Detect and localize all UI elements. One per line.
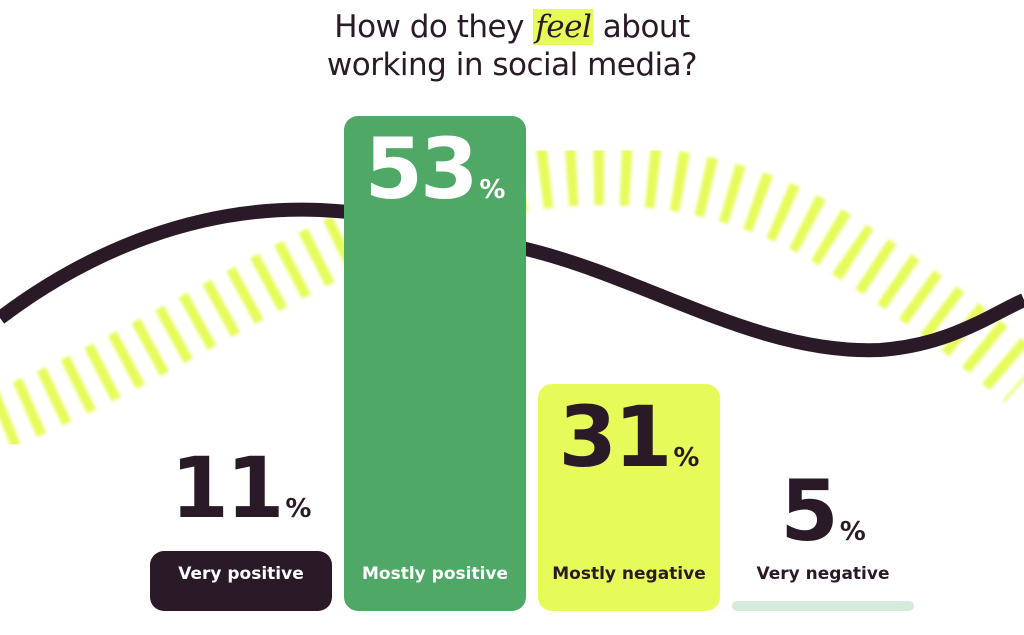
- bar-value: 53%: [344, 120, 526, 218]
- title-text: How do they: [334, 9, 534, 45]
- value-unit: %: [479, 175, 506, 205]
- bar-value: 31%: [538, 388, 720, 486]
- bar-very-positive: [150, 551, 332, 611]
- value-number: 5: [780, 462, 838, 560]
- value-number: 53: [364, 120, 479, 218]
- dark-wave-line: [0, 202, 1024, 358]
- bar-label: Very positive: [178, 564, 304, 584]
- bar-value: 11%: [150, 439, 332, 537]
- bar-label: Mostly negative: [552, 564, 706, 584]
- bar-mostly-positive: [344, 116, 526, 611]
- value-unit: %: [839, 517, 866, 547]
- value-unit: %: [285, 494, 312, 524]
- title-highlight: feel: [533, 9, 594, 45]
- value-unit: %: [673, 443, 700, 473]
- bar-value: 5%: [732, 462, 914, 560]
- chart-title: How do they feel about working in social…: [0, 8, 1024, 84]
- bar-very-negative: [732, 601, 914, 611]
- value-number: 11: [170, 439, 285, 537]
- bar-label: Very negative: [756, 564, 890, 584]
- bar-label: Mostly positive: [361, 564, 509, 584]
- title-text: about: [593, 9, 690, 45]
- value-number: 31: [558, 388, 673, 486]
- bar-mostly-negative: [538, 384, 720, 611]
- title-text: working in social media?: [326, 47, 698, 83]
